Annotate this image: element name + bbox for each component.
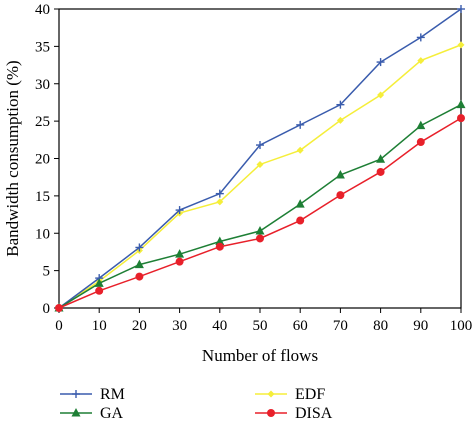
x-tick-label: 90 bbox=[413, 318, 428, 334]
data-point-ga bbox=[416, 120, 426, 130]
data-point-rm bbox=[336, 100, 345, 109]
x-tick-label: 100 bbox=[450, 318, 473, 334]
legend-item-edf: EDF bbox=[255, 386, 325, 403]
data-point-rm bbox=[376, 58, 385, 67]
y-tick-label: 0 bbox=[43, 301, 51, 317]
x-tick-label: 20 bbox=[132, 318, 147, 334]
data-point-disa bbox=[416, 138, 425, 147]
legend-marker-disa bbox=[267, 409, 275, 417]
data-point-ga bbox=[94, 278, 104, 287]
data-point-disa bbox=[55, 304, 63, 312]
legend: RM GA EDF DISA bbox=[60, 386, 333, 422]
data-point-rm bbox=[457, 5, 465, 13]
legend-label-ga: GA bbox=[100, 405, 124, 422]
data-point-rm bbox=[215, 189, 224, 198]
x-tick-label: 30 bbox=[172, 318, 187, 334]
y-tick-label: 20 bbox=[35, 152, 50, 168]
x-tick-label: 70 bbox=[333, 318, 348, 334]
x-tick-label: 10 bbox=[92, 318, 107, 334]
x-tick-label: 40 bbox=[212, 318, 227, 334]
y-tick-label: 10 bbox=[35, 226, 50, 242]
data-point-edf bbox=[216, 198, 224, 206]
legend-item-ga: GA bbox=[60, 405, 124, 422]
x-tick-label: 60 bbox=[293, 318, 308, 334]
data-point-rm bbox=[256, 141, 264, 150]
series-line-edf bbox=[58, 44, 462, 309]
series-edf bbox=[55, 41, 465, 312]
data-point-disa bbox=[296, 216, 305, 225]
series-ga bbox=[54, 99, 466, 312]
legend-item-rm: RM bbox=[60, 386, 125, 403]
data-point-disa bbox=[256, 234, 264, 243]
data-point-disa bbox=[457, 114, 465, 123]
data-point-rm bbox=[296, 120, 305, 129]
data-point-edf bbox=[296, 146, 304, 154]
legend-item-disa: DISA bbox=[255, 405, 333, 422]
y-ticks: 0 5 10 15 20 25 30 35 40 bbox=[35, 2, 59, 317]
data-point-disa bbox=[336, 191, 345, 200]
data-point-ga bbox=[456, 99, 466, 109]
data-point-disa bbox=[376, 167, 385, 176]
data-point-rm bbox=[175, 206, 184, 215]
series-line-rm bbox=[58, 8, 462, 309]
data-point-ga bbox=[215, 236, 225, 245]
x-tick-label: 50 bbox=[253, 318, 268, 334]
y-tick-label: 30 bbox=[35, 77, 50, 93]
data-point-ga bbox=[255, 226, 265, 235]
data-point-disa bbox=[215, 242, 224, 251]
data-point-rm bbox=[135, 243, 144, 252]
y-tick-label: 25 bbox=[35, 114, 50, 130]
x-tick-label: 80 bbox=[373, 318, 388, 334]
series-disa bbox=[55, 114, 465, 312]
legend-label-rm: RM bbox=[100, 386, 125, 403]
x-axis-label: Number of flows bbox=[202, 346, 318, 365]
plot-series bbox=[54, 5, 466, 312]
y-tick-label: 40 bbox=[35, 2, 50, 18]
legend-marker-edf bbox=[267, 390, 275, 398]
data-point-ga bbox=[175, 249, 185, 258]
data-point-disa bbox=[175, 257, 184, 266]
data-point-disa bbox=[95, 286, 104, 295]
data-point-ga bbox=[134, 259, 144, 269]
x-ticks: 0 10 20 30 40 50 60 70 80 90 100 bbox=[55, 308, 472, 334]
data-point-ga bbox=[295, 199, 305, 208]
data-point-disa bbox=[135, 272, 144, 281]
y-axis-label: Bandwidth consumption (%) bbox=[3, 60, 22, 256]
data-point-edf bbox=[336, 116, 344, 124]
y-tick-label: 35 bbox=[35, 39, 50, 55]
data-point-rm bbox=[416, 33, 425, 42]
data-point-edf bbox=[377, 91, 385, 99]
data-point-edf bbox=[417, 57, 425, 65]
data-point-edf bbox=[256, 160, 264, 168]
x-tick-label: 0 bbox=[55, 318, 63, 334]
y-tick-label: 15 bbox=[35, 189, 50, 205]
data-point-ga bbox=[376, 154, 386, 163]
series-rm bbox=[55, 5, 465, 312]
series-line-ga bbox=[58, 104, 462, 309]
data-point-ga bbox=[335, 169, 345, 179]
legend-marker-ga bbox=[71, 408, 81, 417]
legend-marker-rm bbox=[72, 390, 80, 398]
y-tick-label: 5 bbox=[43, 264, 51, 280]
legend-label-edf: EDF bbox=[295, 386, 325, 403]
data-point-edf bbox=[457, 41, 465, 49]
legend-label-disa: DISA bbox=[295, 405, 333, 422]
